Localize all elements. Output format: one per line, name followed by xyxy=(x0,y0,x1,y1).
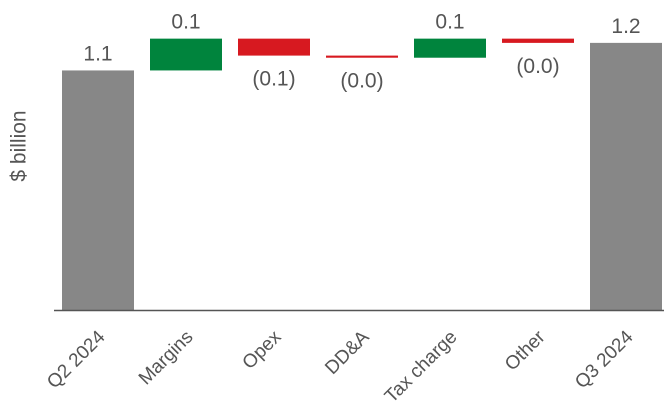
category-label-5: Other xyxy=(501,326,550,375)
y-axis-label: $ billion xyxy=(8,110,31,182)
category-label-4: Tax charge xyxy=(381,327,462,408)
y-axis-label-box: $ billion xyxy=(6,86,34,206)
category-label-6: Q3 2024 xyxy=(571,326,638,393)
bar-2 xyxy=(238,38,310,56)
category-label-1: Margins xyxy=(135,327,198,390)
category-label-2: Opex xyxy=(239,326,286,373)
data-label-1: 0.1 xyxy=(171,11,200,34)
data-label-6: 1.2 xyxy=(611,15,640,38)
bar-1 xyxy=(150,38,222,71)
bar-0 xyxy=(62,70,134,310)
bar-5 xyxy=(502,38,574,43)
category-label-3: DD&A xyxy=(321,326,373,378)
bar-6 xyxy=(590,42,662,310)
data-label-5: (0.0) xyxy=(516,55,559,78)
bar-3 xyxy=(326,55,398,58)
bar-4 xyxy=(414,38,486,58)
data-label-3: (0.0) xyxy=(340,70,383,93)
data-label-2: (0.1) xyxy=(252,68,295,91)
data-label-0: 1.1 xyxy=(83,42,112,65)
data-label-4: 0.1 xyxy=(435,11,464,34)
category-label-0: Q2 2024 xyxy=(43,326,110,393)
